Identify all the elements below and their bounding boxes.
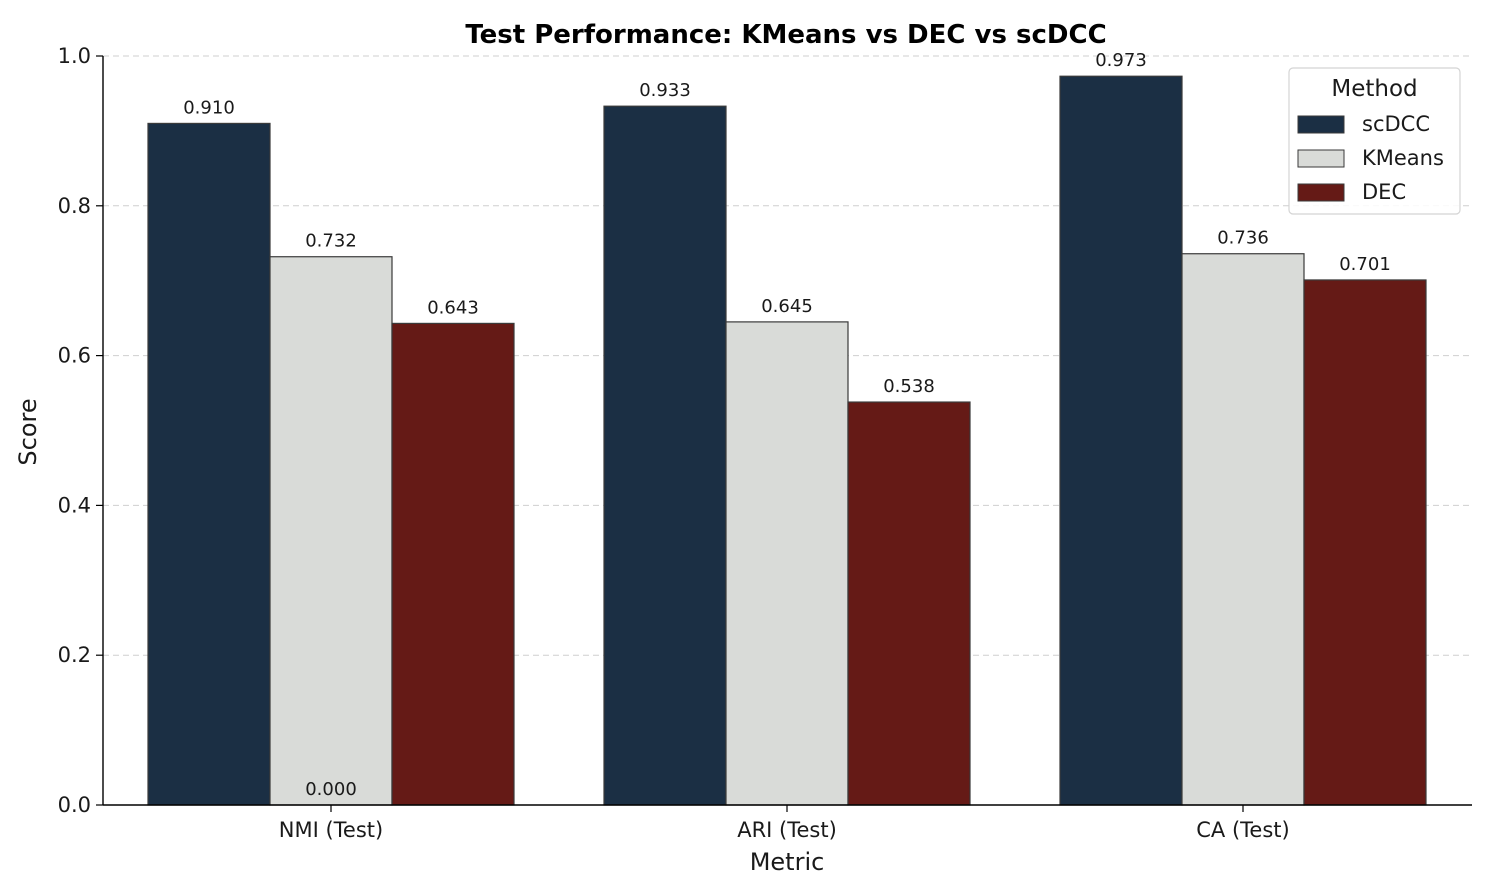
- bar-scdcc-3: [1059, 75, 1183, 806]
- bar-kmeans-3: [1181, 253, 1305, 806]
- y-tick-label: 1.0: [58, 44, 91, 68]
- legend: Method scDCC KMeans DEC: [1288, 67, 1461, 215]
- bar-kmeans-2: [725, 321, 849, 806]
- data-label-dec-3: 0.701: [1339, 254, 1391, 275]
- data-label-dec-2: 0.538: [883, 376, 935, 397]
- legend-box: [1288, 67, 1461, 215]
- x-tick-label: NMI (Test): [279, 818, 383, 842]
- data-label-scdcc-3: 0.973: [1095, 50, 1147, 71]
- y-ticks: 0.0 0.2 0.4 0.6 0.8 1.0: [58, 44, 103, 817]
- x-ticks: NMI (Test) ARI (Test) CA (Test): [279, 805, 1290, 842]
- x-tick-label: CA (Test): [1196, 818, 1289, 842]
- bar-kmeans-1: [269, 256, 393, 806]
- y-tick-label: 0.0: [58, 793, 91, 817]
- bar-dec-1: [391, 322, 515, 806]
- data-labels: 0.910 0.732 0.643 0.933 0.645 0.538 0.973 0.736…: [183, 50, 1391, 800]
- data-label-kmeans-1: 0.732: [305, 231, 357, 252]
- y-tick-label: 0.4: [58, 493, 91, 517]
- legend-label-dec: DEC: [1362, 180, 1406, 204]
- legend-label-scdcc: scDCC: [1362, 112, 1430, 136]
- y-tick-label: 0.8: [58, 194, 91, 218]
- data-label-scdcc-1: 0.910: [183, 97, 235, 118]
- bar-dec-3: [1303, 279, 1427, 806]
- legend-swatch-kmeans: [1297, 149, 1345, 168]
- legend-label-kmeans: KMeans: [1362, 146, 1444, 170]
- legend-title: Method: [1331, 76, 1417, 102]
- y-tick-label: 0.2: [58, 643, 91, 667]
- data-label-dec-1: 0.643: [427, 297, 479, 318]
- bar-dec-2: [847, 401, 971, 806]
- data-label-scdcc-2: 0.933: [639, 80, 691, 101]
- x-tick-label: ARI (Test): [737, 818, 837, 842]
- bar-scdcc-1: [147, 122, 271, 806]
- data-label-kmeans-3: 0.736: [1217, 228, 1269, 249]
- legend-swatch-scdcc: [1297, 115, 1345, 134]
- y-axis-label: Score: [14, 398, 42, 465]
- data-label-kmeans-2: 0.645: [761, 296, 813, 317]
- legend-swatch-dec: [1297, 183, 1345, 202]
- bars: [147, 75, 1427, 806]
- x-axis-label: Metric: [750, 848, 825, 876]
- bar-scdcc-2: [603, 105, 727, 806]
- y-tick-label: 0.6: [58, 344, 91, 368]
- chart-title: Test Performance: KMeans vs DEC vs scDCC: [465, 20, 1106, 50]
- annotation-label: 0.000: [305, 779, 357, 800]
